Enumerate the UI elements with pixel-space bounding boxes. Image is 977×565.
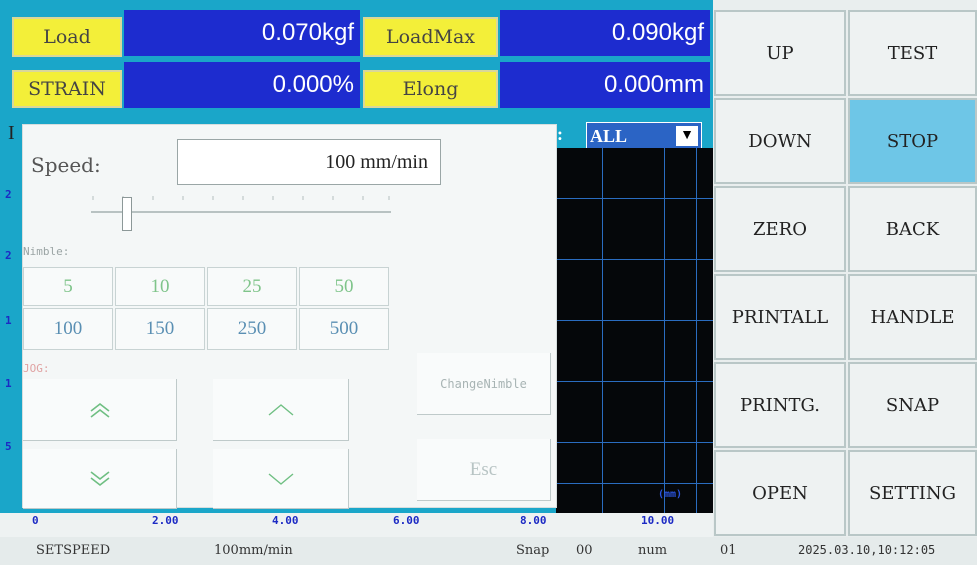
- load-value: 0.070kgf: [124, 10, 360, 56]
- speed-label: Speed:: [31, 153, 101, 177]
- strain-label: STRAIN: [12, 70, 122, 108]
- jog-label: JOG:: [23, 362, 50, 375]
- nimble-10-button[interactable]: 10: [115, 267, 205, 306]
- stop-button[interactable]: STOP: [848, 98, 977, 184]
- snap-button[interactable]: SNAP: [848, 362, 977, 448]
- dropdown-value: ALL: [590, 125, 628, 146]
- nimble-500-button[interactable]: 500: [299, 308, 389, 350]
- printg-button[interactable]: PRINTG.: [714, 362, 846, 448]
- curve-dropdown[interactable]: ALL ▼: [586, 122, 702, 150]
- status-speed: 100mm/min: [214, 543, 293, 558]
- y-tick: 2: [5, 249, 12, 262]
- axis-unit: (mm): [658, 489, 683, 500]
- status-snap-label: Snap: [516, 543, 550, 558]
- speed-dialog: Speed: 100 mm/min Nimble: 5 10 25 50 100…: [22, 124, 557, 509]
- nimble-150-button[interactable]: 150: [115, 308, 205, 350]
- nimble-5-button[interactable]: 5: [23, 267, 113, 306]
- x-tick: 2.00: [152, 514, 179, 527]
- up-button[interactable]: UP: [714, 10, 846, 96]
- graph-canvas: (mm): [556, 148, 713, 513]
- slider-ticks: [91, 191, 391, 201]
- chevron-down-icon: ▼: [676, 126, 698, 146]
- loadmax-label: LoadMax: [363, 17, 498, 57]
- grid-line: [556, 381, 713, 382]
- speed-slider-thumb[interactable]: [122, 197, 132, 231]
- grid-line: [556, 442, 713, 443]
- grid-line: [556, 198, 713, 199]
- test-button[interactable]: TEST: [848, 10, 977, 96]
- x-axis-strip: [0, 513, 713, 537]
- y-tick: 1: [5, 314, 12, 327]
- down-button[interactable]: DOWN: [714, 98, 846, 184]
- x-tick: 10.00: [641, 514, 675, 527]
- jog-down-button[interactable]: [213, 449, 349, 509]
- grid-line: [696, 148, 697, 513]
- x-tick: 4.00: [272, 514, 299, 527]
- elong-label: Elong: [363, 70, 498, 108]
- y-tick: 5: [5, 440, 12, 453]
- nimble-100-button[interactable]: 100: [23, 308, 113, 350]
- status-num-value: 01: [720, 543, 737, 558]
- y-tick: 1: [5, 377, 12, 390]
- load-label: Load: [12, 17, 122, 57]
- speed-slider-track[interactable]: [91, 211, 391, 213]
- back-button[interactable]: BACK: [848, 186, 977, 272]
- grid-line: [556, 320, 713, 321]
- elong-value: 0.000mm: [500, 62, 710, 108]
- jog-up-button[interactable]: [213, 379, 349, 441]
- strain-value: 0.000%: [124, 62, 360, 108]
- zero-button[interactable]: ZERO: [714, 186, 846, 272]
- nimble-label: Nimble:: [23, 245, 70, 258]
- y-tick: 2: [5, 188, 12, 201]
- change-nimble-button[interactable]: ChangeNimble: [417, 353, 551, 415]
- grid-line: [556, 259, 713, 260]
- jog-fast-down-button[interactable]: [23, 449, 177, 509]
- speed-input[interactable]: 100 mm/min: [177, 139, 441, 185]
- double-chevron-down-icon: [90, 470, 109, 486]
- handle-button[interactable]: HANDLE: [848, 274, 977, 360]
- grid-line: [556, 483, 713, 484]
- chevron-up-icon: [268, 403, 293, 416]
- nimble-25-button[interactable]: 25: [207, 267, 297, 306]
- nimble-50-button[interactable]: 50: [299, 267, 389, 306]
- esc-button[interactable]: Esc: [417, 439, 551, 501]
- chevron-down-icon: [268, 472, 293, 485]
- grid-line: [602, 148, 603, 513]
- status-mode: SETSPEED: [36, 543, 111, 558]
- status-bar: SETSPEED 100mm/min Snap 00 num 01 2025.0…: [0, 537, 977, 565]
- loadmax-value: 0.090kgf: [500, 10, 710, 56]
- status-snap-value: 00: [576, 543, 593, 558]
- nimble-250-button[interactable]: 250: [207, 308, 297, 350]
- graph-left-label: I: [8, 122, 15, 144]
- double-chevron-up-icon: [90, 402, 109, 418]
- jog-fast-up-button[interactable]: [23, 379, 177, 441]
- x-tick: 6.00: [393, 514, 420, 527]
- open-button[interactable]: OPEN: [714, 450, 846, 536]
- status-datetime: 2025.03.10,10:12:05: [798, 543, 936, 557]
- status-num-label: num: [638, 543, 668, 558]
- printall-button[interactable]: PRINTALL: [714, 274, 846, 360]
- x-tick: 8.00: [520, 514, 547, 527]
- setting-button[interactable]: SETTING: [848, 450, 977, 536]
- grid-line: [664, 148, 665, 513]
- x-tick: 0: [32, 514, 39, 527]
